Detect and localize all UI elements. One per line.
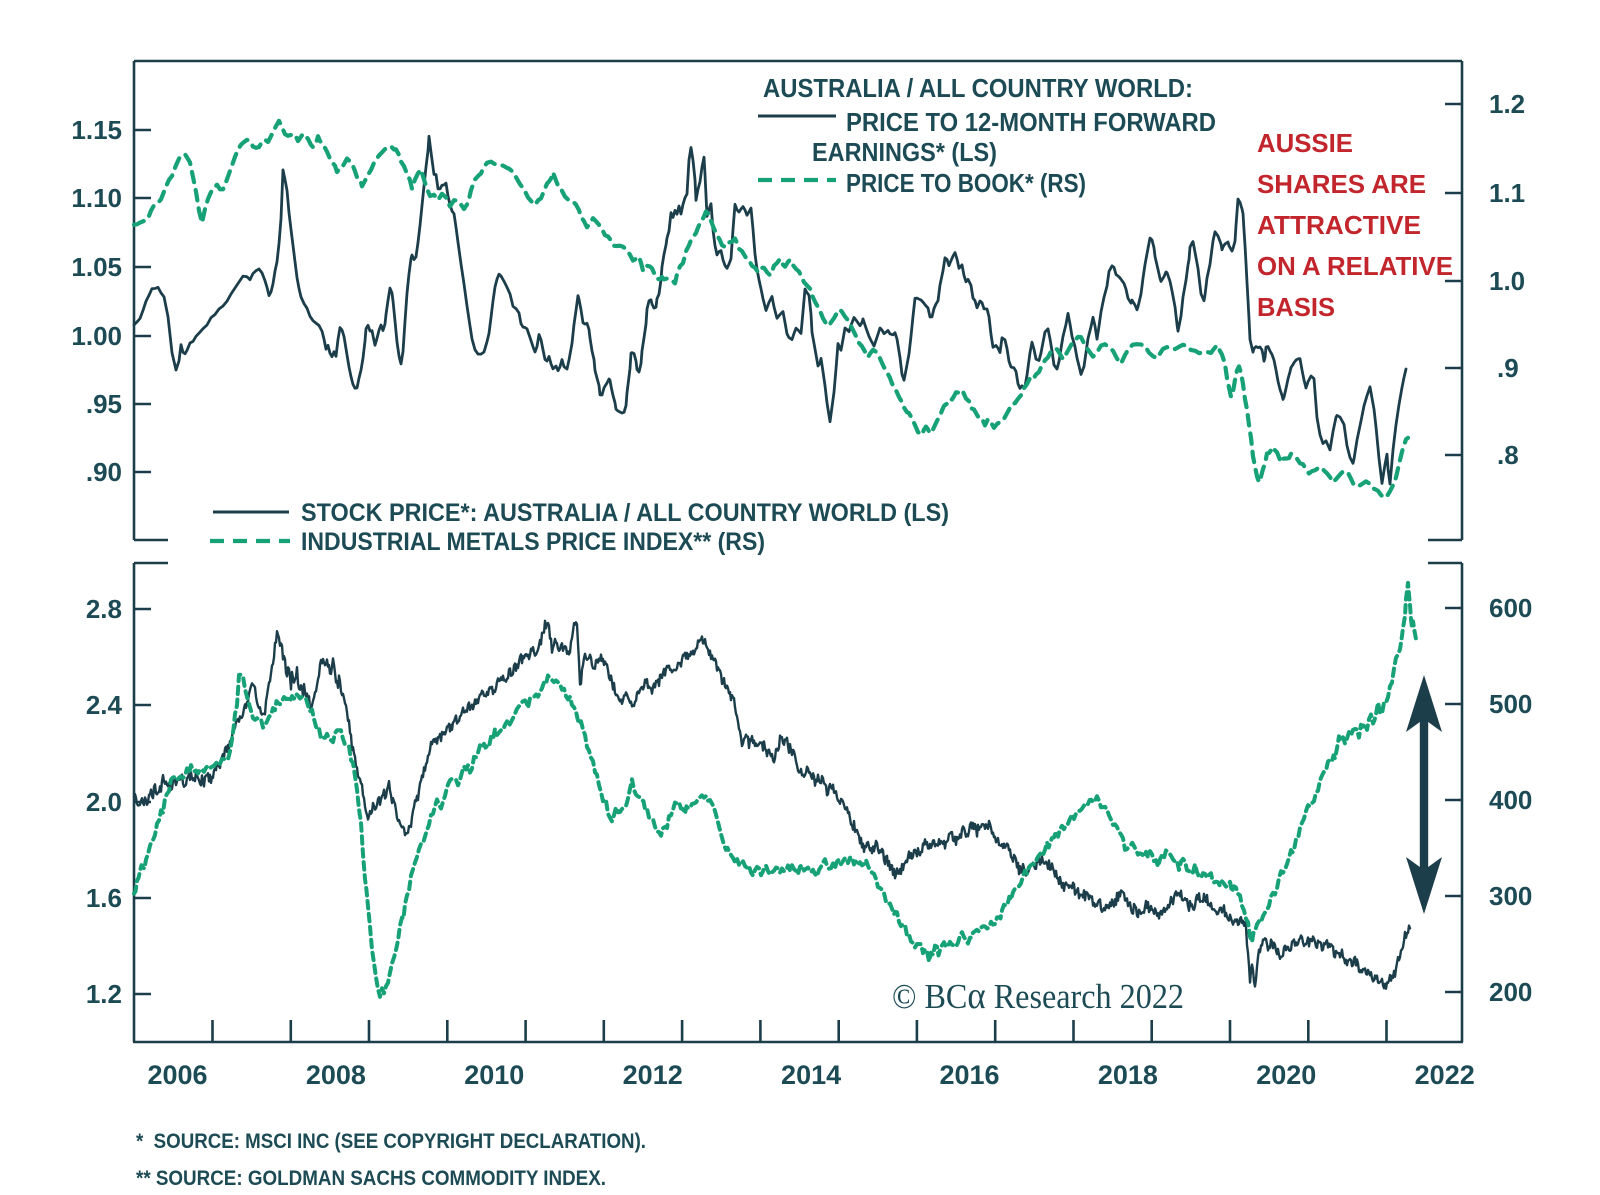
svg-text:2020: 2020 xyxy=(1256,1060,1316,1090)
svg-text:STOCK PRICE*: AUSTRALIA / ALL: STOCK PRICE*: AUSTRALIA / ALL COUNTRY WO… xyxy=(301,499,949,527)
svg-text:2018: 2018 xyxy=(1098,1060,1158,1090)
svg-text:2.0: 2.0 xyxy=(86,787,122,817)
svg-text:300: 300 xyxy=(1489,881,1532,911)
svg-text:2006: 2006 xyxy=(147,1060,207,1090)
svg-text:.8: .8 xyxy=(1497,440,1519,470)
svg-text:1.0: 1.0 xyxy=(1489,266,1525,296)
svg-text:2.8: 2.8 xyxy=(86,594,122,624)
svg-text:1.05: 1.05 xyxy=(71,252,122,282)
svg-text:1.1: 1.1 xyxy=(1489,178,1525,208)
svg-text:ATTRACTIVE: ATTRACTIVE xyxy=(1257,210,1421,240)
svg-text:.9: .9 xyxy=(1497,353,1519,383)
svg-text:PRICE TO 12-MONTH FORWARD: PRICE TO 12-MONTH FORWARD xyxy=(846,107,1216,137)
svg-text:* SOURCE: MSCI INC (SEE COPYR: * SOURCE: MSCI INC (SEE COPYRIGHT DECLAR… xyxy=(136,1130,646,1153)
svg-text:ON A RELATIVE: ON A RELATIVE xyxy=(1257,251,1453,281)
svg-text:EARNINGS* (LS): EARNINGS* (LS) xyxy=(812,137,997,167)
svg-text:1.6: 1.6 xyxy=(86,883,122,913)
svg-text:2012: 2012 xyxy=(623,1060,683,1090)
svg-text:1.2: 1.2 xyxy=(1489,89,1525,119)
svg-text:2.4: 2.4 xyxy=(86,690,123,720)
svg-text:INDUSTRIAL METALS PRICE INDEX*: INDUSTRIAL METALS PRICE INDEX** (RS) xyxy=(301,528,765,556)
svg-text:600: 600 xyxy=(1489,593,1532,623)
svg-text:1.10: 1.10 xyxy=(71,183,122,213)
svg-text:AUSSIE: AUSSIE xyxy=(1257,128,1353,158)
svg-text:2016: 2016 xyxy=(939,1060,999,1090)
svg-text:2022: 2022 xyxy=(1415,1060,1475,1090)
svg-text:© BCα Research 2022: © BCα Research 2022 xyxy=(892,975,1184,1017)
svg-text:1.00: 1.00 xyxy=(71,321,122,351)
svg-text:** SOURCE: GOLDMAN SACHS COMMO: ** SOURCE: GOLDMAN SACHS COMMODITY INDEX… xyxy=(136,1167,606,1190)
svg-text:BASIS: BASIS xyxy=(1257,292,1335,322)
svg-text:PRICE TO BOOK* (RS): PRICE TO BOOK* (RS) xyxy=(846,168,1086,198)
svg-text:AUSTRALIA / ALL COUNTRY WORLD:: AUSTRALIA / ALL COUNTRY WORLD: xyxy=(763,73,1193,103)
svg-text:2008: 2008 xyxy=(306,1060,366,1090)
svg-text:.95: .95 xyxy=(86,389,122,419)
svg-text:400: 400 xyxy=(1489,785,1532,815)
svg-text:1.15: 1.15 xyxy=(71,115,122,145)
svg-text:200: 200 xyxy=(1489,977,1532,1007)
svg-text:SHARES ARE: SHARES ARE xyxy=(1257,169,1426,199)
svg-text:1.2: 1.2 xyxy=(86,979,122,1009)
svg-text:500: 500 xyxy=(1489,689,1532,719)
svg-text:2014: 2014 xyxy=(781,1060,841,1090)
svg-text:2010: 2010 xyxy=(464,1060,524,1090)
svg-text:.90: .90 xyxy=(86,457,122,487)
